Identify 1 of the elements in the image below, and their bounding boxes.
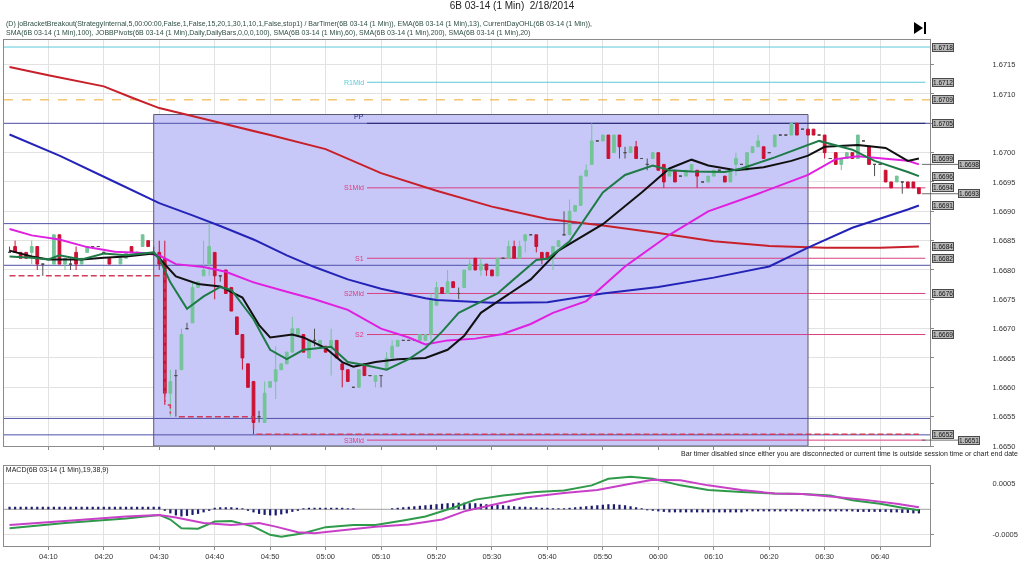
chart-title: 6B 03-14 (1 Min) 2/18/2014 [449,0,575,11]
